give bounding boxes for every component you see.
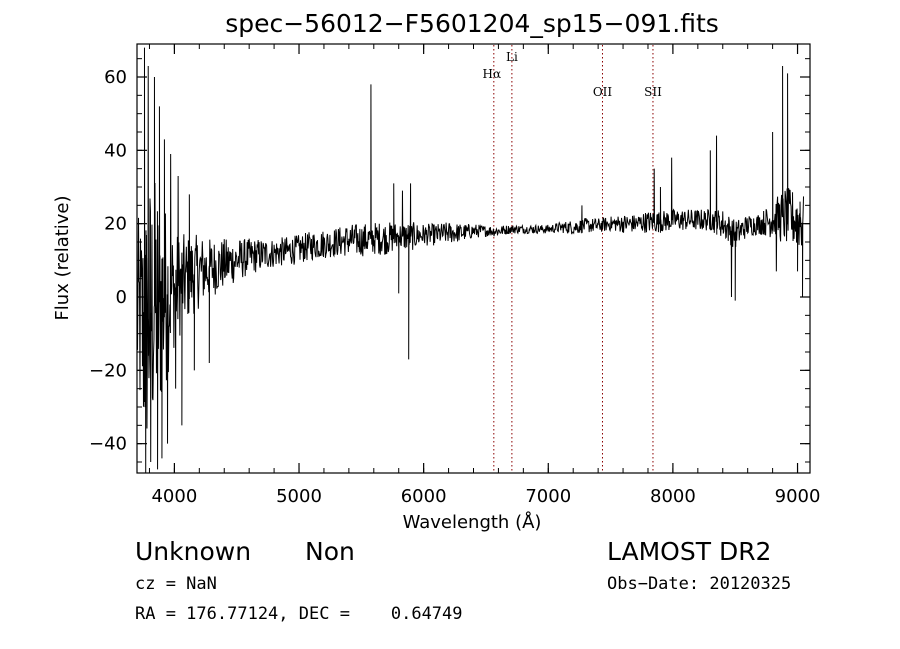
spectral-line-markers: Hα Li OII SII — [483, 45, 662, 472]
spectrum-series-line — [136, 47, 805, 474]
x-tick-labels: 4000 5000 6000 7000 8000 9000 — [151, 486, 820, 507]
x-tick-label: 5000 — [276, 486, 322, 507]
footer-cz-text: cz = NaN — [135, 574, 217, 594]
footer-obs-date-text: Obs−Date: 20120325 — [607, 574, 791, 594]
y-tick-label: −40 — [89, 434, 127, 455]
x-tick-label: 7000 — [525, 486, 571, 507]
footer-survey-label: LAMOST DR2 — [607, 537, 771, 566]
y-tick-labels: −40 −20 0 20 40 60 — [89, 67, 127, 455]
y-tick-label: 60 — [104, 67, 127, 88]
footer-class-label: Unknown — [135, 537, 251, 566]
x-axis-label: Wavelength (Å) — [403, 511, 542, 533]
y-tick-label: 0 — [116, 287, 127, 308]
footer-subclass-label: Non — [305, 537, 355, 566]
footer-coords-text: RA = 176.77124, DEC = 0.64749 — [135, 604, 463, 624]
x-tick-label: 6000 — [401, 486, 447, 507]
spectral-line-label: OII — [593, 85, 613, 99]
spectral-line-label: Hα — [483, 67, 502, 81]
x-tick-label: 4000 — [151, 486, 197, 507]
chart-title: spec−56012−F5601204_sp15−091.fits — [225, 9, 719, 38]
spectral-line-label: SII — [644, 85, 662, 99]
y-axis-label: Flux (relative) — [52, 195, 73, 320]
x-tick-label: 9000 — [775, 486, 821, 507]
x-tick-label: 8000 — [650, 486, 696, 507]
major-ticks — [137, 44, 810, 473]
y-tick-label: −20 — [89, 360, 127, 381]
y-tick-label: 20 — [104, 214, 127, 235]
plot-frame — [136, 43, 811, 474]
spectral-line-label: Li — [506, 50, 518, 64]
y-tick-label: 40 — [104, 140, 127, 161]
